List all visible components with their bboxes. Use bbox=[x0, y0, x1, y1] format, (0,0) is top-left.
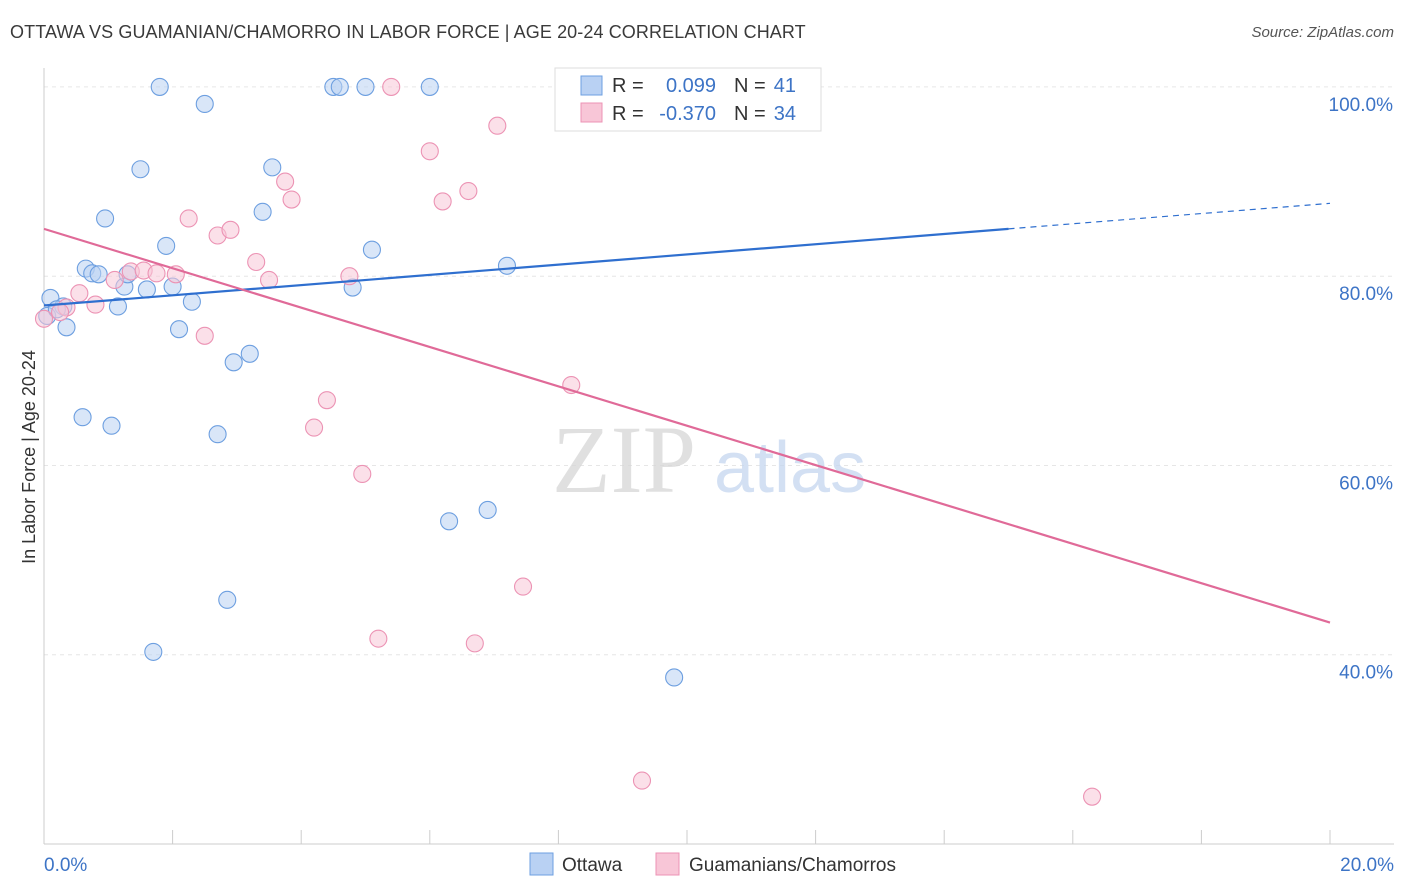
guamanian-point bbox=[195, 326, 214, 345]
guamanian-point bbox=[459, 181, 478, 201]
chart-source: Source: ZipAtlas.com bbox=[1251, 24, 1394, 41]
guamanian-point bbox=[353, 464, 372, 484]
guamanian-point bbox=[247, 252, 266, 272]
x-tick-label-min: 0.0% bbox=[44, 855, 87, 876]
stats-legend: R = 0.099 N = 41 R = -0.370 N = 34 bbox=[554, 67, 822, 132]
legend-swatch-ottawa bbox=[580, 75, 603, 96]
guamanian-point bbox=[382, 77, 401, 96]
ottawa-point bbox=[208, 425, 227, 444]
guamanian-point bbox=[465, 634, 484, 653]
guamanian-point bbox=[1083, 787, 1102, 806]
y-tick-labels: 100.0% 80.0% 60.0% 40.0% bbox=[1329, 95, 1394, 684]
bottom-legend-label-ottawa: Ottawa bbox=[562, 855, 623, 876]
ottawa-point bbox=[102, 416, 121, 435]
ottawa-point bbox=[362, 240, 381, 259]
guamanian-point bbox=[276, 172, 295, 191]
bottom-legend-label-guamanian: Guamanians/Chamorros bbox=[689, 855, 896, 876]
guamanian-point bbox=[632, 771, 652, 790]
guamanian-point bbox=[317, 391, 336, 410]
guamanian-point bbox=[513, 577, 533, 596]
ottawa-point bbox=[665, 668, 684, 687]
ottawa-point bbox=[218, 590, 237, 609]
guamanian-point bbox=[259, 270, 279, 290]
ottawa-point bbox=[253, 202, 272, 221]
legend-r-value-guamanian: -0.370 bbox=[659, 103, 716, 125]
guamanian-point bbox=[488, 116, 507, 135]
ottawa-point bbox=[150, 77, 169, 96]
ottawa-point bbox=[420, 77, 439, 96]
x-tick-label-max: 20.0% bbox=[1340, 855, 1394, 876]
ottawa-point bbox=[195, 94, 214, 114]
bottom-legend: Ottawa Guamanians/Chamorros bbox=[529, 852, 896, 876]
legend-n-value-ottawa: 41 bbox=[774, 75, 796, 97]
guamanian-point bbox=[420, 142, 439, 161]
guamanian-point bbox=[282, 190, 301, 209]
watermark: ZIP atlas bbox=[552, 406, 866, 513]
guamanian-point bbox=[51, 303, 70, 322]
ottawa-point bbox=[478, 500, 497, 519]
watermark-zip: ZIP bbox=[552, 406, 696, 513]
ottawa-point bbox=[89, 265, 108, 284]
axes bbox=[43, 68, 1394, 845]
ottawa-point bbox=[157, 236, 176, 255]
x-ticks bbox=[43, 830, 1331, 844]
y-tick-label: 60.0% bbox=[1339, 473, 1393, 494]
ottawa-point bbox=[73, 408, 92, 427]
ottawa-point bbox=[440, 512, 459, 531]
ottawa-point bbox=[182, 292, 201, 311]
ottawa-trend-line bbox=[43, 227, 1009, 307]
ottawa-point bbox=[330, 77, 349, 96]
ottawa-point bbox=[137, 280, 156, 299]
ottawa-point bbox=[224, 353, 243, 372]
legend-r-value-ottawa: 0.099 bbox=[666, 75, 716, 97]
guamanian-point bbox=[34, 309, 54, 328]
guamanian-point bbox=[305, 418, 324, 437]
ottawa-point bbox=[131, 160, 150, 179]
legend-n-label-ottawa: N = bbox=[734, 75, 766, 97]
legend-n-value-guamanian: 34 bbox=[774, 103, 796, 125]
legend-r-label-guamanian: R = bbox=[612, 103, 644, 125]
ottawa-point bbox=[57, 318, 76, 337]
y-axis-label: In Labor Force | Age 20-24 bbox=[19, 350, 39, 564]
guamanian-point bbox=[70, 284, 89, 303]
guamanian-trend-line bbox=[43, 227, 1331, 624]
ottawa-point bbox=[144, 642, 163, 661]
y-tick-label: 100.0% bbox=[1329, 95, 1394, 116]
ottawa-point bbox=[356, 77, 375, 96]
legend-n-label-guamanian: N = bbox=[734, 103, 766, 125]
guamanian-point bbox=[105, 270, 124, 290]
ottawa-trend-extension bbox=[1008, 202, 1331, 230]
guamanian-point bbox=[179, 209, 198, 228]
ottawa-point bbox=[497, 256, 517, 275]
ottawa-point bbox=[263, 158, 282, 177]
y-tick-label: 40.0% bbox=[1339, 663, 1393, 684]
bottom-legend-swatch-guamanian bbox=[655, 852, 680, 876]
y-tick-label: 80.0% bbox=[1339, 284, 1393, 305]
guamanian-point bbox=[433, 192, 452, 211]
guamanian-point bbox=[221, 220, 240, 239]
guamanian-point bbox=[86, 295, 105, 314]
ottawa-point bbox=[96, 209, 115, 228]
ottawa-point bbox=[108, 297, 127, 316]
guamanian-point bbox=[147, 264, 166, 283]
chart-title: OTTAWA VS GUAMANIAN/CHAMORRO IN LABOR FO… bbox=[10, 22, 806, 42]
legend-swatch-guamanian bbox=[580, 102, 603, 123]
guamanian-point bbox=[369, 629, 388, 648]
grid-lines bbox=[44, 86, 1394, 656]
legend-r-label-ottawa: R = bbox=[612, 75, 644, 97]
ottawa-point bbox=[240, 344, 259, 363]
trend-lines bbox=[43, 202, 1331, 624]
bottom-legend-swatch-ottawa bbox=[529, 852, 554, 876]
ottawa-point bbox=[169, 320, 189, 339]
